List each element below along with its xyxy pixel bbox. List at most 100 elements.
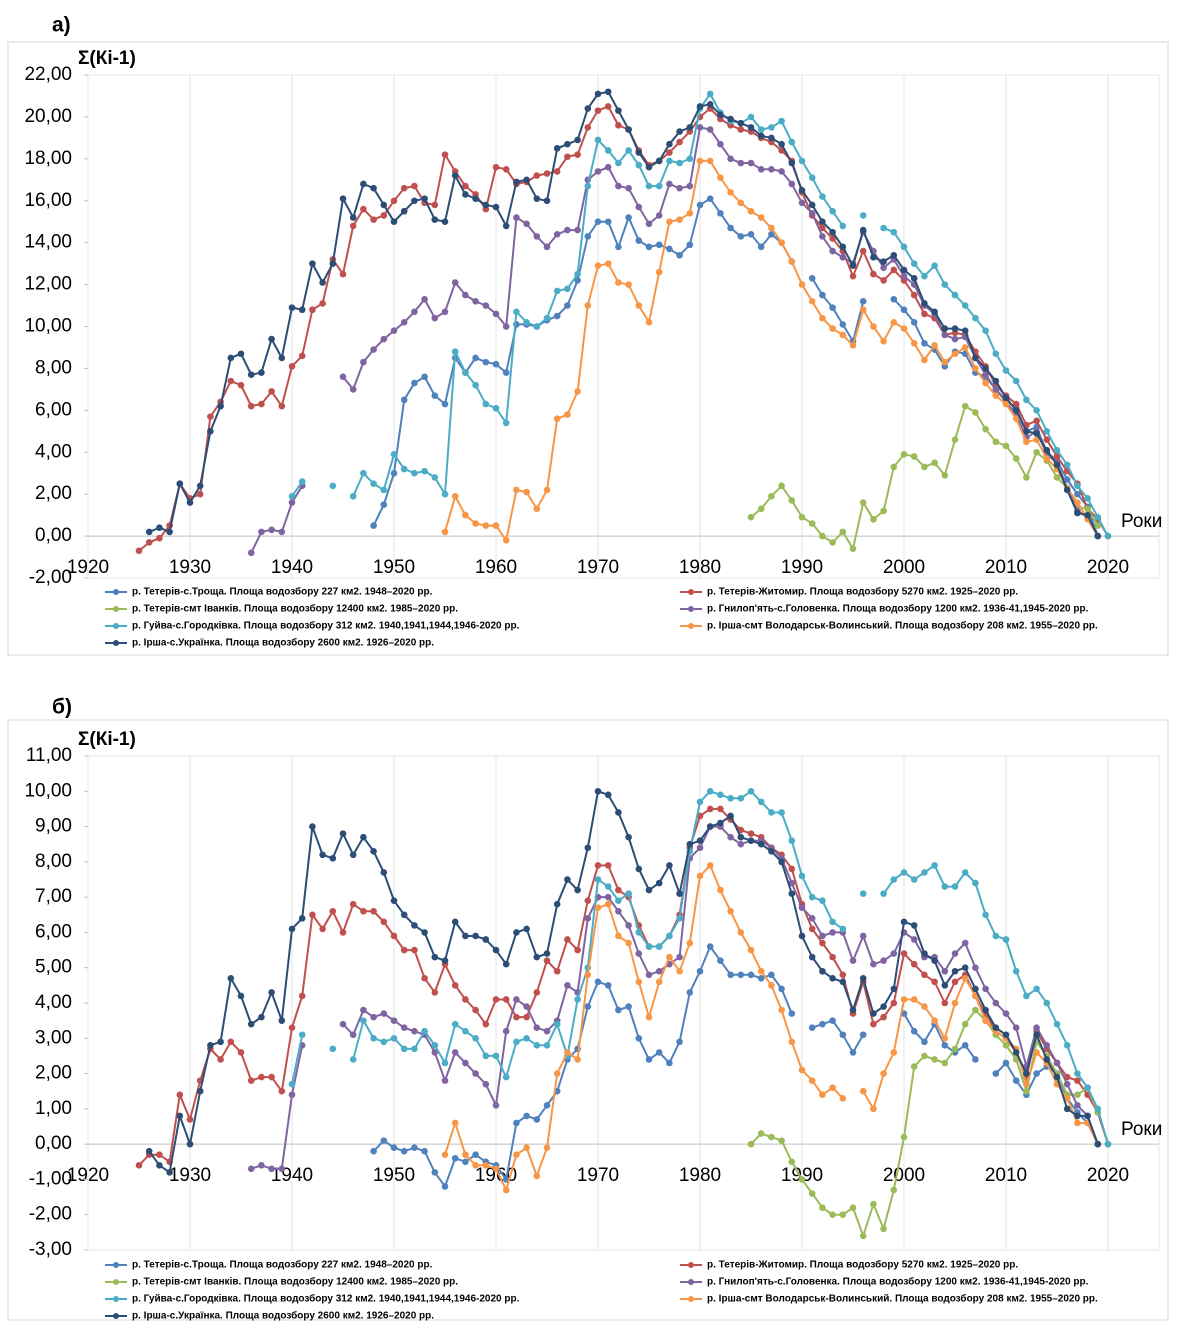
data-point (982, 1017, 989, 1024)
data-point (431, 314, 439, 322)
data-point (349, 222, 357, 230)
data-point (431, 201, 439, 209)
data-point (604, 982, 612, 989)
data-point (768, 230, 775, 238)
data-point (186, 1116, 194, 1123)
data-point (349, 1056, 357, 1063)
data-point (788, 890, 796, 897)
data-point (819, 897, 826, 904)
data-point (380, 869, 388, 876)
data-point (482, 302, 490, 309)
panel-label: а) (52, 14, 71, 37)
data-point (666, 157, 673, 165)
data-point (666, 932, 673, 940)
data-point (961, 302, 969, 309)
data-point (492, 996, 500, 1003)
data-point (778, 809, 785, 816)
data-point (808, 201, 816, 209)
data-point (829, 539, 836, 546)
data-point (492, 163, 500, 171)
y-tick-label: 0,00 (35, 525, 72, 546)
data-point (217, 1038, 224, 1046)
panel-label: б) (52, 696, 72, 719)
data-point (961, 402, 969, 410)
data-point (370, 907, 377, 915)
data-point (584, 844, 592, 852)
data-point (360, 1017, 367, 1024)
data-point (931, 308, 938, 316)
data-point (798, 932, 806, 940)
data-point (472, 354, 479, 362)
data-point (829, 207, 836, 215)
data-point (339, 830, 347, 837)
data-point (951, 950, 959, 957)
data-point (727, 155, 734, 163)
data-point (768, 847, 775, 855)
data-point (686, 840, 694, 848)
data-point (1074, 499, 1081, 506)
data-point (268, 1165, 275, 1173)
data-point (360, 469, 367, 477)
data-point (258, 1162, 265, 1169)
data-point (411, 308, 418, 316)
data-point (706, 823, 714, 830)
data-point (849, 1006, 857, 1014)
data-point (1084, 511, 1091, 519)
x-tick-label: 1980 (679, 557, 721, 578)
data-point (788, 1158, 796, 1166)
data-point (839, 978, 847, 986)
legend-marker (688, 1296, 694, 1302)
data-point (686, 241, 694, 249)
data-point (696, 201, 704, 209)
data-point (278, 402, 286, 410)
data-point (451, 348, 459, 355)
data-point (972, 1056, 979, 1063)
data-point (982, 327, 989, 334)
data-point (278, 1017, 286, 1024)
x-tick-label: 1930 (169, 557, 211, 578)
data-point (655, 978, 663, 986)
data-point (370, 522, 377, 529)
data-point (604, 163, 612, 171)
data-point (900, 918, 908, 926)
data-point (696, 124, 704, 131)
data-point (941, 1034, 949, 1042)
data-point (1074, 1077, 1081, 1084)
data-point (859, 1232, 867, 1240)
x-tick-label: 1950 (373, 557, 415, 578)
data-point (829, 304, 836, 311)
legend-marker (688, 1279, 694, 1285)
y-tick-label: 12,00 (24, 274, 72, 295)
data-point (859, 212, 867, 219)
data-point (839, 925, 847, 933)
data-point (931, 978, 938, 986)
data-point (1012, 455, 1020, 462)
data-point (941, 358, 949, 366)
data-point (1094, 1140, 1102, 1148)
data-point (717, 819, 724, 827)
x-tick-label: 1950 (373, 1165, 415, 1186)
data-point (747, 230, 755, 238)
data-point (768, 971, 775, 979)
data-point (910, 996, 918, 1003)
data-point (635, 929, 643, 936)
y-tick-label: 5,00 (35, 957, 72, 978)
y-tick-label: -2,00 (29, 567, 72, 588)
data-point (513, 1151, 520, 1159)
data-point (931, 1056, 938, 1063)
series-line (148, 789, 1099, 1175)
data-point (717, 886, 724, 894)
data-point (819, 224, 826, 232)
data-point (574, 136, 581, 144)
data-point (625, 1003, 632, 1010)
data-point (513, 1013, 520, 1021)
data-point (472, 381, 479, 389)
data-point (564, 153, 571, 161)
data-point (880, 1225, 887, 1233)
data-point (543, 1102, 551, 1109)
data-point (400, 946, 408, 954)
data-point (400, 911, 408, 919)
data-point (910, 876, 918, 883)
data-point (400, 1024, 408, 1031)
data-point (1033, 1031, 1040, 1039)
